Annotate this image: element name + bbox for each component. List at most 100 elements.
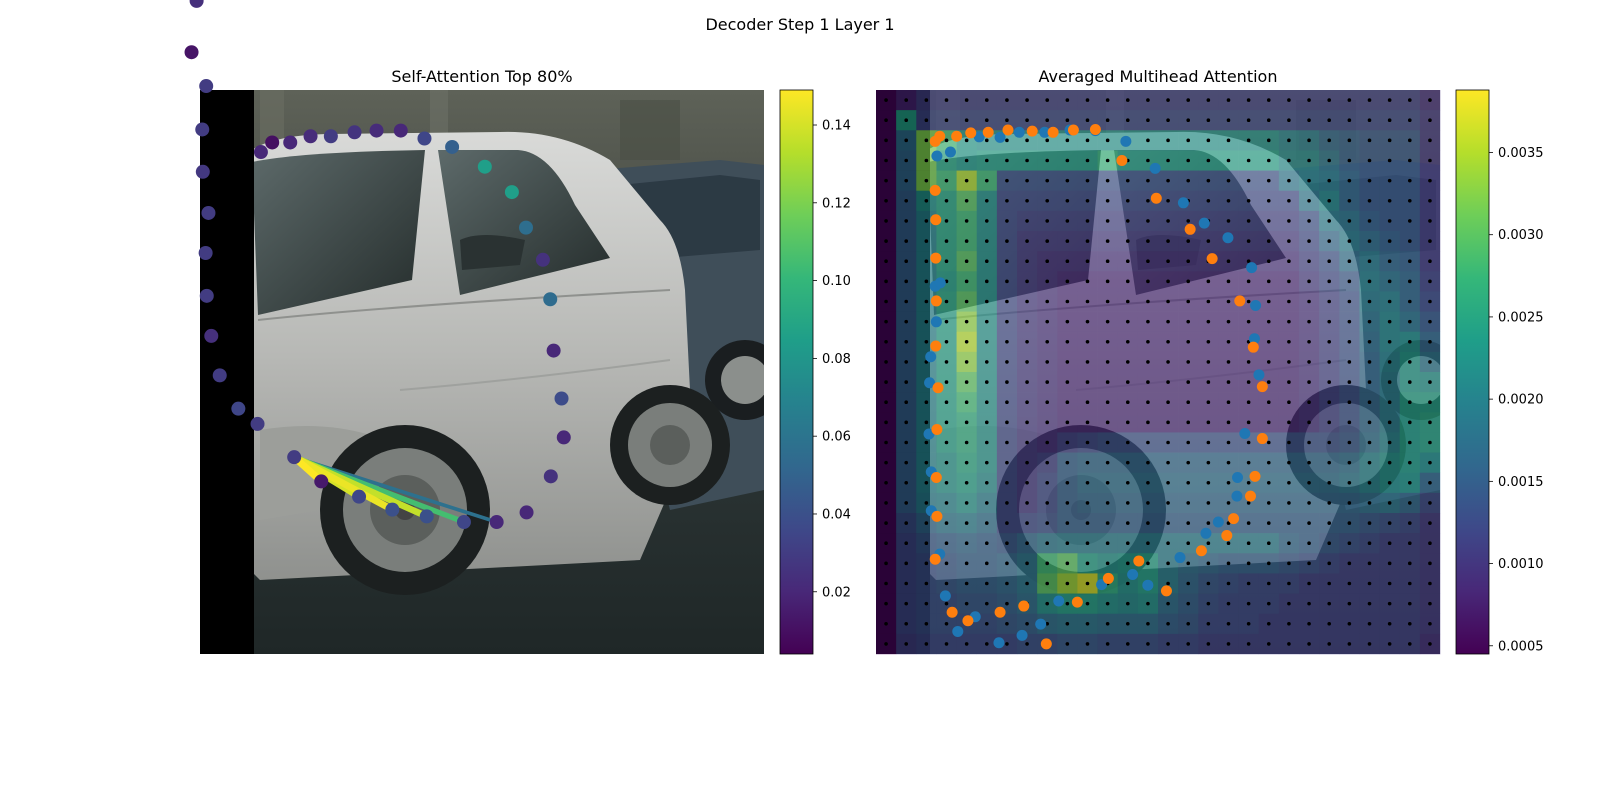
- grid-dot: [1025, 339, 1029, 344]
- attention-point: [184, 45, 199, 60]
- grid-dot: [1307, 279, 1311, 284]
- grid-dot: [944, 158, 949, 163]
- grid-dot: [904, 480, 909, 485]
- grid-dot: [1387, 521, 1392, 525]
- grid-dot: [1186, 420, 1191, 425]
- grid-dot: [1327, 460, 1332, 465]
- grid-dot: [1287, 561, 1291, 566]
- heatmap-point: [952, 625, 964, 637]
- grid-dot: [1146, 601, 1150, 606]
- grid-dot: [1065, 561, 1070, 566]
- heatmap-point: [962, 615, 974, 627]
- grid-dot: [1005, 239, 1009, 243]
- grid-dot: [1407, 360, 1412, 364]
- grid-dot: [1206, 360, 1211, 364]
- colorbar-tick-label: 0.0030: [1498, 228, 1544, 243]
- grid-dot: [1428, 621, 1432, 626]
- grid-dot: [944, 219, 949, 223]
- colorbar-tick-label: 0.10: [822, 274, 851, 289]
- grid-dot: [1105, 380, 1110, 384]
- grid-dot: [1327, 138, 1332, 143]
- grid-dot: [1045, 440, 1050, 445]
- grid-dot: [1287, 400, 1291, 405]
- heatmap-point: [929, 184, 941, 196]
- grid-dot: [924, 581, 929, 586]
- grid-dot: [1146, 219, 1150, 223]
- grid-dot: [944, 621, 949, 626]
- grid-dot: [964, 219, 969, 223]
- grid-dot: [1327, 339, 1332, 344]
- heatmap-point: [1120, 135, 1132, 147]
- grid-dot: [1125, 561, 1130, 566]
- grid-dot: [1166, 460, 1170, 465]
- grid-dot: [904, 279, 909, 284]
- grid-dot: [1347, 541, 1352, 546]
- grid-dot: [1065, 400, 1070, 405]
- grid-dot: [1307, 198, 1311, 203]
- grid-dot: [1125, 621, 1130, 626]
- grid-dot: [1065, 480, 1070, 485]
- grid-dot: [1287, 601, 1291, 606]
- grid-dot: [964, 178, 969, 183]
- grid-dot: [1105, 118, 1110, 123]
- grid-dot: [1166, 118, 1170, 123]
- grid-dot: [1307, 239, 1311, 243]
- grid-dot: [1327, 501, 1332, 505]
- grid-dot: [1347, 480, 1352, 485]
- grid-dot: [1085, 118, 1090, 123]
- grid-dot: [1327, 440, 1332, 445]
- grid-dot: [1125, 581, 1130, 586]
- heatmap-point: [944, 146, 956, 158]
- attention-point: [195, 164, 210, 179]
- heatmap-point: [932, 382, 944, 394]
- grid-dot: [904, 219, 909, 223]
- heatmap-point: [1039, 126, 1051, 138]
- grid-dot: [1166, 440, 1170, 445]
- grid-dot: [884, 561, 888, 566]
- grid-dot: [1347, 158, 1352, 163]
- grid-dot: [1045, 581, 1050, 586]
- grid-dot: [1125, 219, 1130, 223]
- grid-dot: [1266, 420, 1271, 425]
- attention-point: [250, 416, 265, 431]
- heatmap-point: [994, 131, 1006, 143]
- grid-dot: [1105, 601, 1110, 606]
- grid-dot: [1428, 219, 1432, 223]
- grid-dot: [1246, 460, 1251, 465]
- grid-dot: [884, 299, 888, 304]
- grid-dot: [1387, 621, 1392, 626]
- grid-dot: [1327, 279, 1332, 284]
- grid-dot: [884, 621, 888, 626]
- grid-dot: [1347, 98, 1352, 102]
- grid-dot: [984, 98, 989, 102]
- grid-dot: [1347, 178, 1352, 183]
- grid-dot: [1387, 198, 1392, 203]
- grid-dot: [1428, 541, 1432, 546]
- grid-dot: [1307, 319, 1311, 324]
- grid-dot: [1045, 400, 1050, 405]
- grid-dot: [924, 178, 929, 183]
- grid-dot: [1025, 98, 1029, 102]
- attention-point: [199, 79, 214, 94]
- grid-dot: [1065, 360, 1070, 364]
- heatmap-point: [925, 351, 937, 363]
- grid-dot: [1186, 219, 1191, 223]
- grid-dot: [1407, 400, 1412, 405]
- grid-dot: [1226, 400, 1231, 405]
- grid-dot: [1347, 400, 1352, 405]
- grid-dot: [1347, 138, 1352, 143]
- grid-dot: [1166, 198, 1170, 203]
- grid-dot: [1407, 279, 1412, 284]
- grid-dot: [924, 420, 929, 425]
- grid-dot: [1085, 440, 1090, 445]
- grid-dot: [1025, 380, 1029, 384]
- grid-dot: [1005, 219, 1009, 223]
- grid-dot: [1367, 158, 1372, 163]
- grid-dot: [1166, 339, 1170, 344]
- grid-dot: [1327, 400, 1332, 405]
- grid-dot: [1347, 239, 1352, 243]
- heatmap-point: [1256, 381, 1268, 393]
- grid-dot: [1146, 98, 1150, 102]
- grid-dot: [1307, 440, 1311, 445]
- grid-dot: [984, 621, 989, 626]
